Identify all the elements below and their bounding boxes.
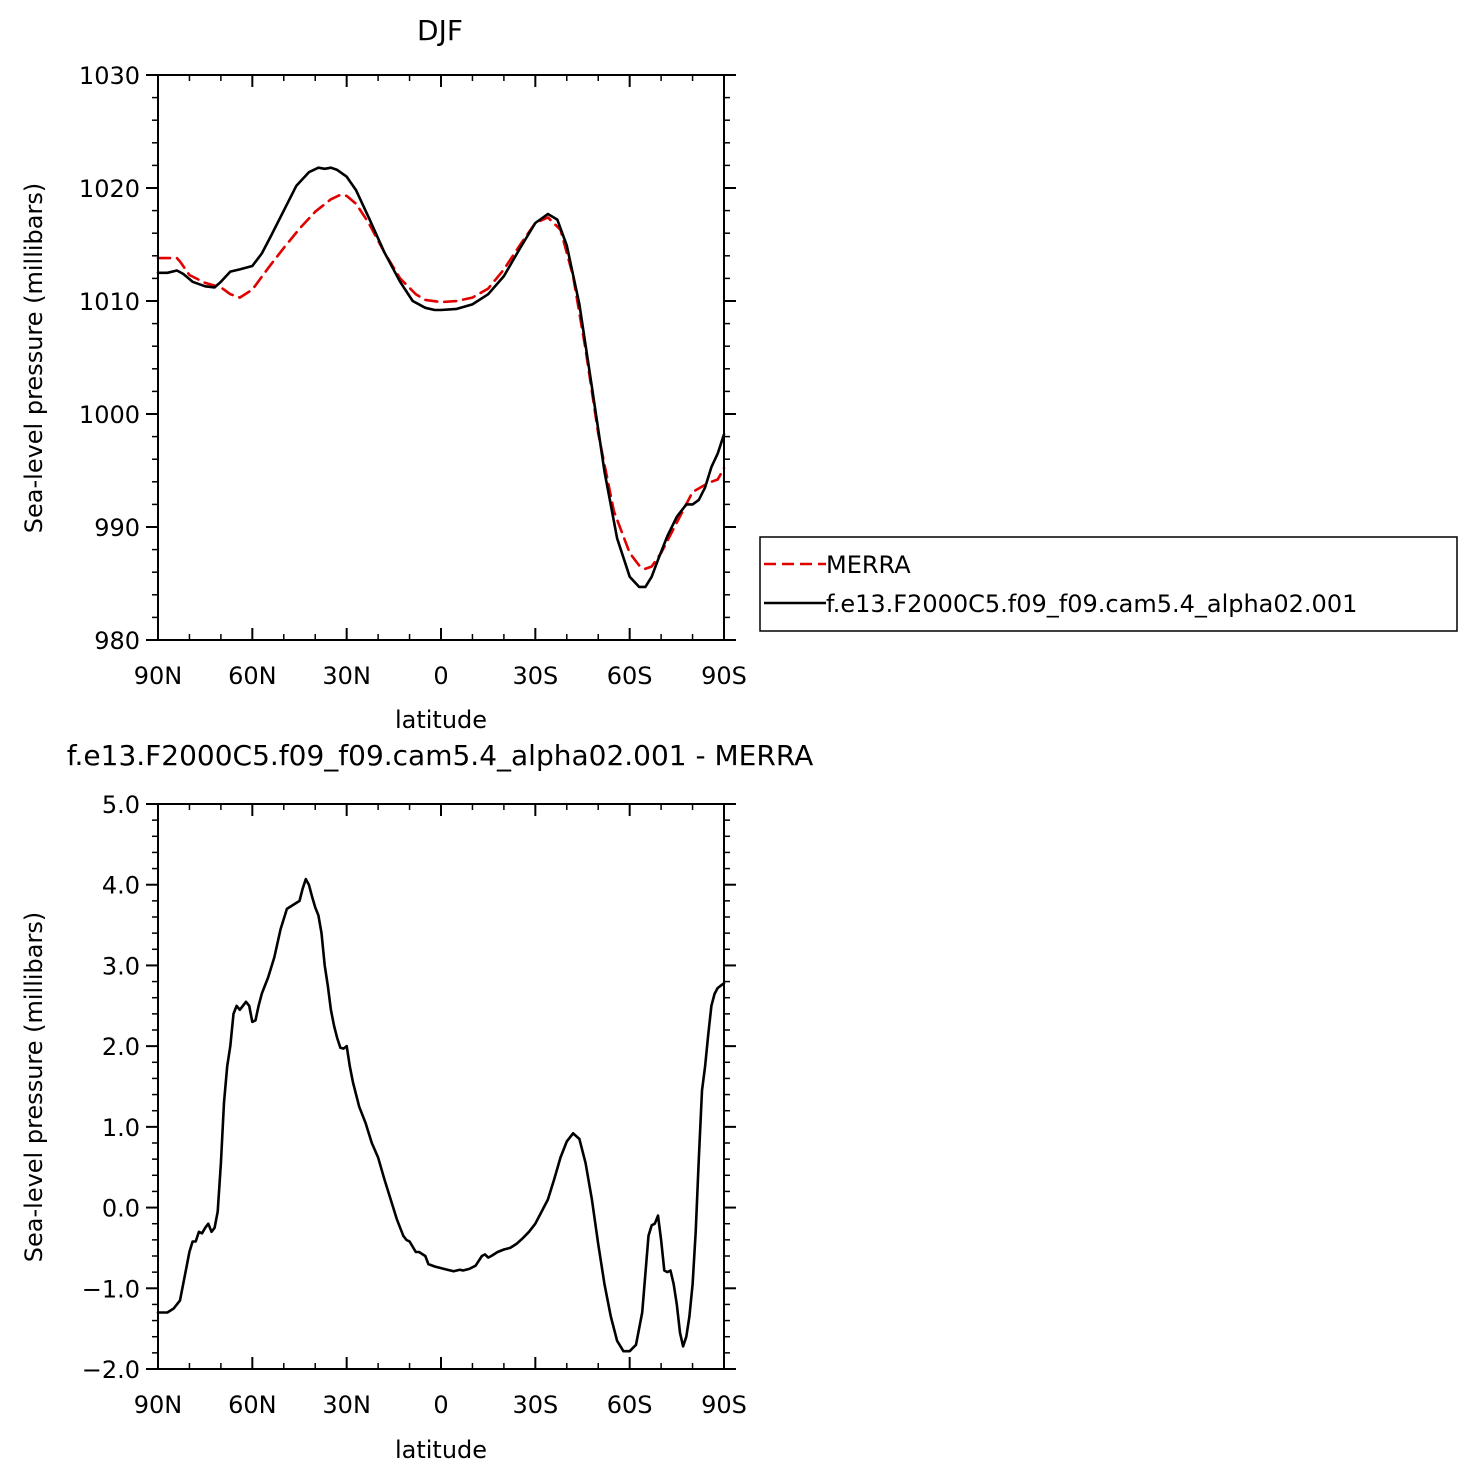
bottom-panel-y-tick-label: 5.0 — [102, 791, 140, 819]
bottom-panel-ticks: 90N 60N 30N 0 30S 60S 90S −2.0 −1.0 0.0 1.0 2.0 3.0 4… — [82, 791, 747, 1419]
bottom-panel-y-tick-label: 4.0 — [102, 872, 140, 900]
top-panel-series-group — [156, 166, 726, 589]
bottom-panel-y-tick-label: 0.0 — [102, 1195, 140, 1223]
legend-entry-model: f.e13.F2000C5.f09_f09.cam5.4_alpha02.001 — [826, 590, 1357, 618]
top-panel-x-tick-label: 60S — [607, 662, 653, 690]
top-panel-x-tick-label: 0 — [433, 662, 448, 690]
legend-entry-merra: MERRA — [826, 551, 911, 579]
bottom-panel-x-tick-label: 0 — [433, 1391, 448, 1419]
bottom-panel: f.e13.F2000C5.f09_f09.cam5.4_alpha02.001… — [20, 739, 813, 1464]
top-panel-y-tick-label: 1030 — [79, 62, 140, 90]
bottom-panel-frame — [157, 803, 725, 1370]
legend-box — [759, 536, 1458, 632]
top-panel-ticks: 90N 60N 30N 0 30S 60S 90S 980 990 1000 1010 1020 103… — [79, 62, 747, 690]
top-panel-x-tick-label: 30N — [322, 662, 371, 690]
bottom-panel-x-tick-label: 60S — [607, 1391, 653, 1419]
bottom-panel-y-axis-label: Sea-level pressure (millibars) — [20, 912, 48, 1262]
bottom-panel-y-tick-label: 2.0 — [102, 1033, 140, 1061]
bottom-panel-series-group — [156, 877, 726, 1353]
top-panel-y-tick-label: 1020 — [79, 175, 140, 203]
top-panel-y-axis-label: Sea-level pressure (millibars) — [20, 183, 48, 533]
top-panel-x-tick-label: 90N — [134, 662, 183, 690]
legend: MERRA f.e13.F2000C5.f09_f09.cam5.4_alpha… — [759, 536, 1458, 632]
bottom-panel-series-difference-line — [156, 877, 726, 1353]
top-panel: DJF 90N 60N 30N 0 30S 60S 90S 980 990 1000 1010 102… — [20, 14, 747, 734]
top-panel-x-axis-label: latitude — [395, 706, 487, 734]
bottom-panel-x-tick-label: 60N — [228, 1391, 277, 1419]
bottom-panel-y-tick-label: 1.0 — [102, 1114, 140, 1142]
top-panel-x-tick-label: 90S — [701, 662, 747, 690]
bottom-panel-y-tick-label: −1.0 — [82, 1275, 140, 1303]
top-panel-y-tick-label: 1000 — [79, 401, 140, 429]
top-panel-series-merra-line — [156, 193, 726, 571]
top-panel-y-tick-label: 980 — [94, 627, 140, 655]
bottom-panel-title: f.e13.F2000C5.f09_f09.cam5.4_alpha02.001… — [67, 739, 814, 772]
bottom-panel-x-tick-label: 30S — [512, 1391, 558, 1419]
top-panel-x-tick-label: 30S — [512, 662, 558, 690]
bottom-panel-y-tick-label: 3.0 — [102, 952, 140, 980]
bottom-panel-x-tick-label: 90S — [701, 1391, 747, 1419]
bottom-panel-y-tick-label: −2.0 — [82, 1356, 140, 1384]
bottom-panel-x-axis-label: latitude — [395, 1436, 487, 1464]
top-panel-series-model-line — [156, 166, 726, 589]
top-panel-y-tick-label: 990 — [94, 514, 140, 542]
top-panel-title: DJF — [417, 14, 463, 47]
bottom-panel-x-tick-label: 30N — [322, 1391, 371, 1419]
top-panel-y-tick-label: 1010 — [79, 288, 140, 316]
top-panel-x-tick-label: 60N — [228, 662, 277, 690]
top-panel-frame — [157, 74, 725, 641]
bottom-panel-x-tick-label: 90N — [134, 1391, 183, 1419]
